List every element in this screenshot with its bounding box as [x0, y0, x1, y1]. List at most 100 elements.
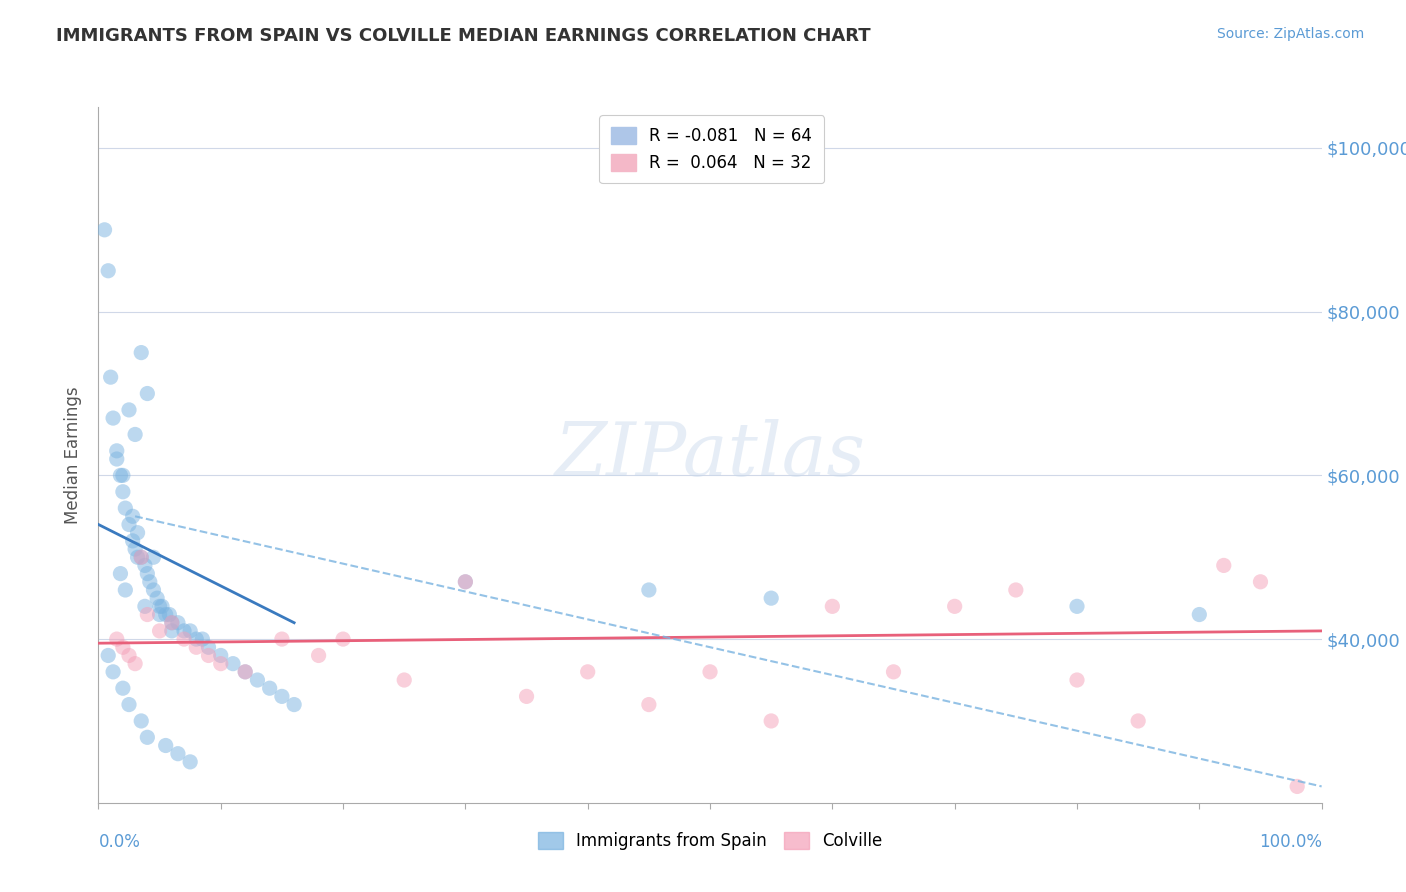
Point [93, 223, 115, 237]
Point [1188, 607, 1211, 622]
Point [191, 632, 214, 646]
Point [186, 632, 208, 646]
Point [638, 698, 661, 712]
Point [118, 403, 141, 417]
Point [121, 533, 143, 548]
Point [97, 264, 120, 278]
Point [129, 550, 152, 565]
Point [1004, 582, 1026, 597]
Text: Source: ZipAtlas.com: Source: ZipAtlas.com [1216, 27, 1364, 41]
Point [136, 731, 159, 745]
Point [160, 615, 183, 630]
Point [167, 747, 190, 761]
Point [101, 665, 124, 679]
Point [155, 607, 177, 622]
Point [1066, 673, 1088, 687]
Point [121, 509, 143, 524]
Point [118, 648, 141, 663]
Point [127, 550, 149, 565]
Point [332, 632, 354, 646]
Point [114, 582, 136, 597]
Point [136, 607, 159, 622]
Point [392, 673, 416, 687]
Point [111, 640, 134, 655]
Point [129, 345, 152, 359]
Point [150, 599, 173, 614]
Point [173, 632, 195, 646]
Point [283, 698, 305, 712]
Point [146, 591, 169, 606]
Legend: Immigrants from Spain, Colville: Immigrants from Spain, Colville [531, 826, 889, 857]
Point [136, 386, 159, 401]
Point [1128, 714, 1150, 728]
Point [270, 632, 294, 646]
Text: IMMIGRANTS FROM SPAIN VS COLVILLE MEDIAN EARNINGS CORRELATION CHART: IMMIGRANTS FROM SPAIN VS COLVILLE MEDIAN… [56, 27, 870, 45]
Point [186, 640, 208, 655]
Point [699, 665, 721, 679]
Point [134, 599, 156, 614]
Point [209, 648, 232, 663]
Point [118, 517, 141, 532]
Point [149, 607, 172, 622]
Point [576, 665, 599, 679]
Point [209, 657, 232, 671]
Point [110, 468, 132, 483]
Point [129, 550, 152, 565]
Point [160, 624, 183, 638]
Point [222, 657, 245, 671]
Point [233, 665, 256, 679]
Point [308, 648, 330, 663]
Point [155, 739, 177, 753]
Point [883, 665, 905, 679]
Point [139, 574, 162, 589]
Point [97, 648, 120, 663]
Point [110, 566, 132, 581]
Point [516, 690, 538, 704]
Point [160, 615, 183, 630]
Text: 0.0%: 0.0% [98, 833, 141, 851]
Point [124, 542, 146, 557]
Point [105, 632, 128, 646]
Point [118, 698, 141, 712]
Point [246, 673, 269, 687]
Point [105, 443, 128, 458]
Point [105, 452, 128, 467]
Point [943, 599, 966, 614]
Point [638, 582, 661, 597]
Point [111, 468, 134, 483]
Point [270, 690, 294, 704]
Point [167, 615, 190, 630]
Point [124, 427, 146, 442]
Point [197, 640, 219, 655]
Point [179, 755, 201, 769]
Point [149, 599, 172, 614]
Point [142, 550, 165, 565]
Point [157, 607, 180, 622]
Point [173, 624, 195, 638]
Y-axis label: Median Earnings: Median Earnings [65, 386, 83, 524]
Point [1286, 780, 1309, 794]
Point [129, 714, 152, 728]
Point [1212, 558, 1234, 573]
Point [821, 599, 844, 614]
Point [149, 624, 172, 638]
Point [1066, 599, 1088, 614]
Point [134, 558, 156, 573]
Point [142, 582, 165, 597]
Point [761, 591, 783, 606]
Point [101, 411, 124, 425]
Point [233, 665, 256, 679]
Point [179, 624, 201, 638]
Point [136, 566, 159, 581]
Point [259, 681, 281, 696]
Text: ZIPatlas: ZIPatlas [554, 418, 866, 491]
Text: 100.0%: 100.0% [1258, 833, 1322, 851]
Point [111, 681, 134, 696]
Point [127, 525, 149, 540]
Point [111, 484, 134, 499]
Point [197, 648, 219, 663]
Point [100, 370, 122, 384]
Point [1250, 574, 1272, 589]
Point [761, 714, 783, 728]
Point [124, 657, 146, 671]
